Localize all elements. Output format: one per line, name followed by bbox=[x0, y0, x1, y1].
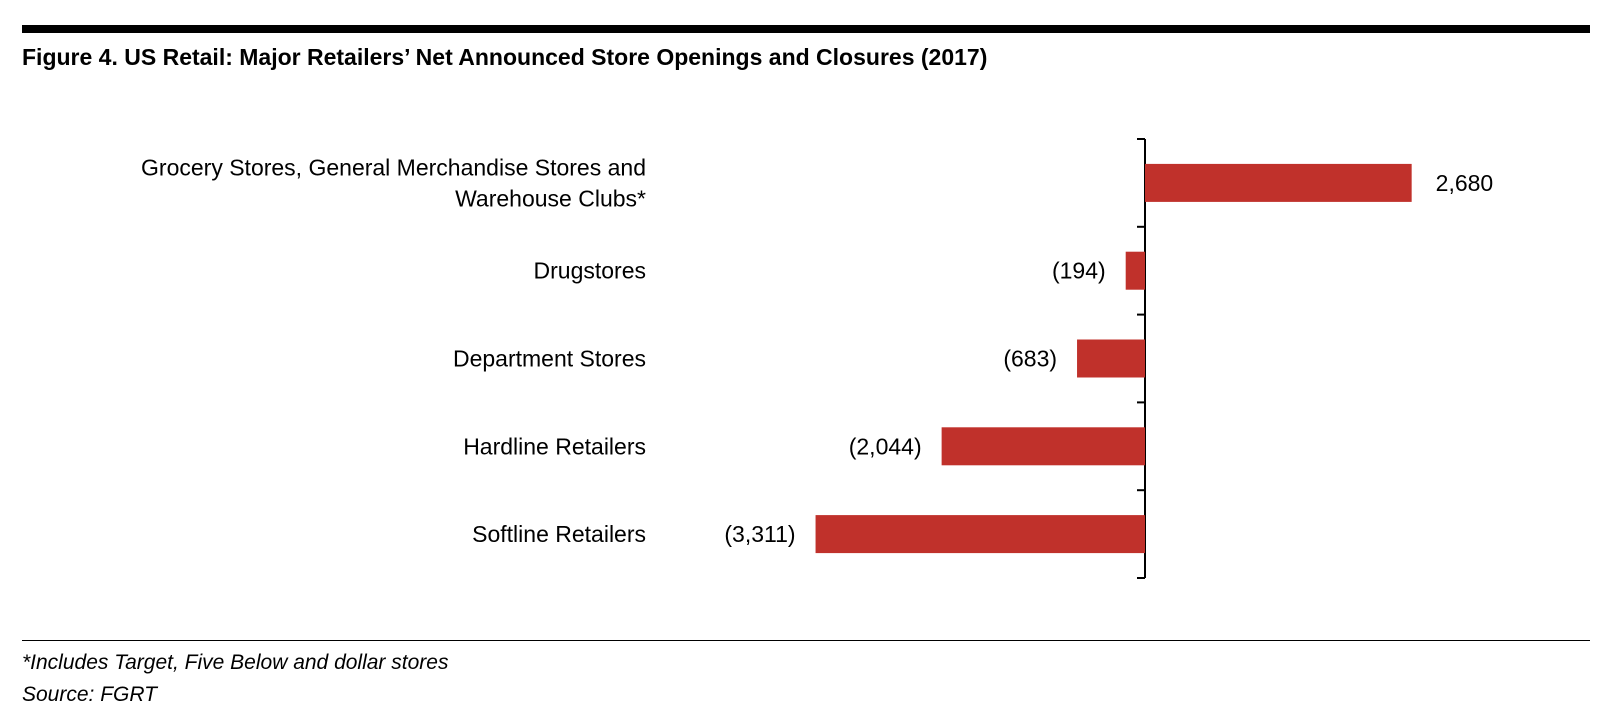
data-label: (194) bbox=[1052, 258, 1106, 284]
bottom-rule bbox=[22, 640, 1590, 641]
category-label: Hardline Retailers bbox=[463, 433, 646, 459]
data-label: (683) bbox=[1003, 346, 1057, 372]
bar bbox=[1145, 163, 1412, 202]
category-label: Grocery Stores, General Merchandise Stor… bbox=[141, 154, 646, 180]
category-label: Warehouse Clubs* bbox=[455, 185, 646, 211]
source-note: Source: FGRT bbox=[22, 683, 157, 706]
data-label: (2,044) bbox=[849, 433, 922, 459]
footnote: *Includes Target, Five Below and dollar … bbox=[22, 651, 449, 674]
bar bbox=[1077, 339, 1145, 378]
chart-title: Figure 4. US Retail: Major Retailers’ Ne… bbox=[22, 44, 988, 70]
category-label: Drugstores bbox=[534, 258, 646, 284]
bar bbox=[941, 427, 1145, 466]
data-label: (3,311) bbox=[724, 521, 795, 547]
category-label: Softline Retailers bbox=[472, 521, 646, 547]
top-rule bbox=[22, 25, 1590, 33]
bar bbox=[1125, 251, 1145, 290]
data-label: 2,680 bbox=[1436, 170, 1494, 196]
bar bbox=[815, 515, 1145, 554]
category-label: Department Stores bbox=[453, 346, 646, 372]
